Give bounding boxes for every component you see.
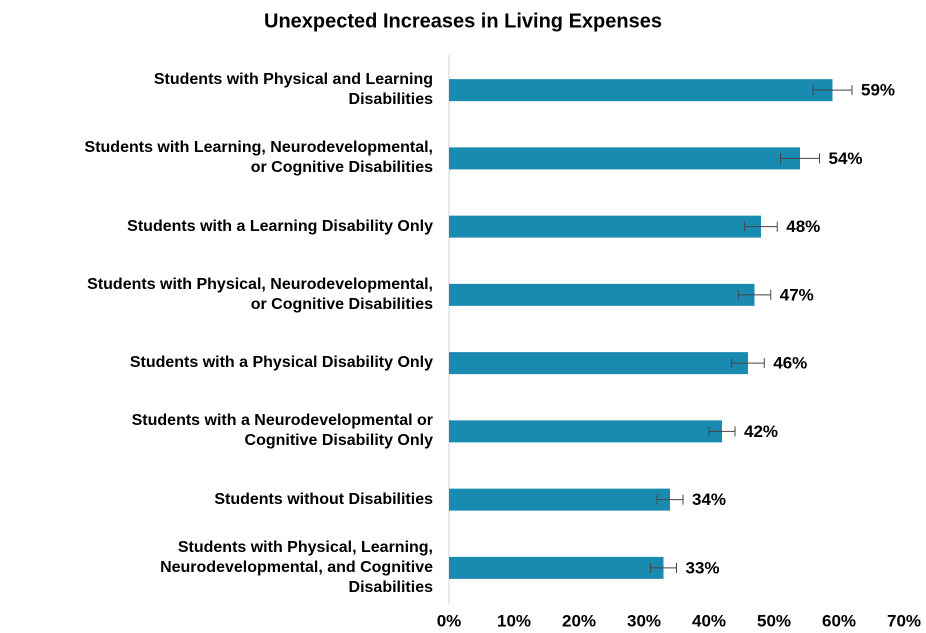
data-label: 46% <box>773 354 807 373</box>
x-tick-label: 40% <box>692 611 726 630</box>
data-label: 42% <box>744 422 778 441</box>
x-tick-label: 60% <box>822 611 856 630</box>
bar <box>449 420 722 443</box>
bar <box>449 352 748 375</box>
bar <box>449 488 670 511</box>
data-label: 59% <box>861 81 895 100</box>
bar <box>449 283 755 306</box>
y-tick-label: Students with Physical, Neurodevelopment… <box>87 275 433 313</box>
chart-title: Unexpected Increases in Living Expenses <box>264 10 662 32</box>
y-tick-label: Students with Physical, Learning, Neurod… <box>160 538 433 596</box>
x-tick-label: 50% <box>757 611 791 630</box>
bar <box>449 556 664 579</box>
y-tick-label: Students with a Physical Disability Only <box>129 354 433 372</box>
data-label: 34% <box>692 490 726 509</box>
data-label: 54% <box>829 149 863 168</box>
data-label: 33% <box>686 558 720 577</box>
x-tick-label: 70% <box>887 611 921 630</box>
x-tick-label: 30% <box>627 611 661 630</box>
x-tick-label: 0% <box>437 611 462 630</box>
data-label: 47% <box>780 285 814 304</box>
y-tick-label: Students with Learning, Neurodevelopment… <box>84 139 433 177</box>
y-tick-label: Students without Disabilities <box>214 490 433 508</box>
bar <box>449 215 761 238</box>
bar <box>449 147 800 170</box>
x-tick-label: 20% <box>562 611 596 630</box>
y-tick-label: Students with Physical and Learning Disa… <box>153 71 433 109</box>
bar <box>449 79 833 102</box>
y-tick-label: Students with a Neurodevelopmental or Co… <box>131 412 433 450</box>
y-tick-label: Students with a Learning Disability Only <box>127 217 433 235</box>
data-label: 48% <box>786 217 820 236</box>
x-tick-label: 10% <box>497 611 531 630</box>
